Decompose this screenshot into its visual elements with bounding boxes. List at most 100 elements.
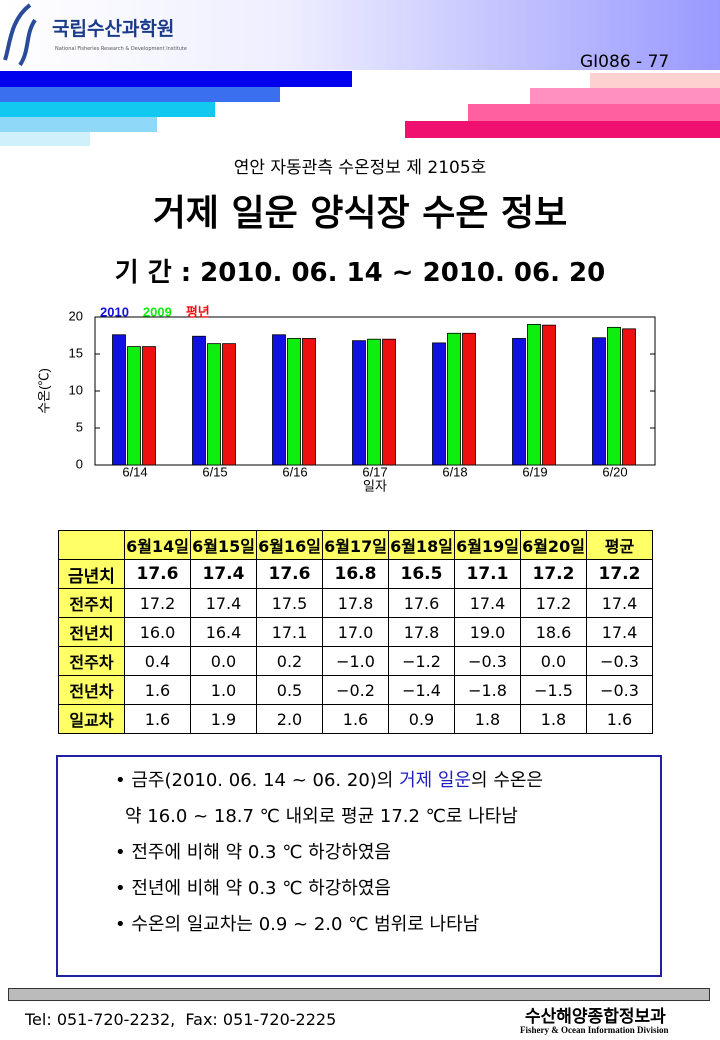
table-cell: 금년치 bbox=[58, 559, 125, 589]
y-axis-label: 수온(℃) bbox=[36, 368, 51, 414]
stripe bbox=[0, 87, 280, 102]
table-cell: 0.5 bbox=[256, 675, 323, 705]
contact: Tel: 051-720-2232, Fax: 051-720-2225 bbox=[25, 1010, 337, 1029]
org-name-en: National Fisheries Research & Developmen… bbox=[55, 46, 187, 52]
stripe bbox=[468, 104, 720, 121]
stripe bbox=[590, 73, 720, 88]
division: 수산해양종합정보과 bbox=[525, 1007, 666, 1027]
table-cell: 17.5 bbox=[256, 588, 323, 618]
stripe bbox=[0, 71, 352, 87]
bar bbox=[222, 343, 236, 466]
stripe bbox=[0, 132, 90, 146]
stripe bbox=[530, 88, 720, 104]
table-cell: 1.8 bbox=[520, 704, 587, 734]
table-cell: 6월15일 bbox=[190, 530, 257, 560]
table-cell: 18.6 bbox=[520, 617, 587, 647]
x-tick-label: 6/14 bbox=[122, 464, 147, 479]
table-cell: 0.0 bbox=[520, 646, 587, 676]
table-cell: 1.9 bbox=[190, 704, 257, 734]
table-cell: 0.2 bbox=[256, 646, 323, 676]
table-row: 전년치 16.0 16.4 17.1 17.0 17.8 19.0 18.6 17.4 bbox=[58, 617, 653, 647]
table-cell: 일교차 bbox=[58, 704, 125, 734]
table-row: 전년차 1.6 1.0 0.5 −0.2 −1.4 −1.8 −1.5 −0.3 bbox=[58, 675, 653, 705]
table-row: 전주차 0.4 0.0 0.2 −1.0 −1.2 −0.3 0.0 −0.3 bbox=[58, 646, 653, 676]
table-cell: 6월19일 bbox=[454, 530, 521, 560]
summary-text: 전주에 비해 약 0.3 ℃ 하강하였음 bbox=[131, 842, 391, 863]
table-cell: −0.3 bbox=[586, 675, 653, 705]
table-cell: 1.6 bbox=[586, 704, 653, 734]
summary-text: 전년에 비해 약 0.3 ℃ 하강하였음 bbox=[131, 878, 391, 899]
bar bbox=[367, 338, 381, 466]
stripe bbox=[405, 121, 720, 138]
table-cell: 0.0 bbox=[190, 646, 257, 676]
stripe bbox=[0, 117, 157, 132]
table-cell: 16.5 bbox=[388, 559, 455, 589]
table-cell: 17.2 bbox=[520, 588, 587, 618]
y-tick-label: 20 bbox=[69, 308, 83, 323]
data-table: 6월14일 6월15일 6월16일 6월17일 6월18일 6월19일 6월20일 평균 금년치… bbox=[58, 530, 653, 734]
bar bbox=[592, 337, 606, 466]
division-en: Fishery & Ocean Information Division bbox=[520, 1025, 669, 1035]
bar bbox=[272, 334, 286, 466]
table-cell: −1.5 bbox=[520, 675, 587, 705]
legend-entry: 평년 bbox=[186, 304, 210, 319]
table-header: 6월14일 6월15일 6월16일 6월17일 6월18일 6월19일 6월20일 평균 bbox=[58, 530, 653, 560]
x-tick-label: 6/15 bbox=[202, 464, 227, 479]
bar bbox=[527, 323, 541, 466]
bar bbox=[127, 346, 141, 466]
table-cell: 17.8 bbox=[322, 588, 389, 618]
table-cell: 17.6 bbox=[124, 559, 191, 589]
bar bbox=[302, 338, 316, 466]
x-axis-label: 일자 bbox=[363, 478, 387, 493]
table-cell: 1.6 bbox=[322, 704, 389, 734]
table-cell: 17.2 bbox=[586, 559, 653, 589]
bar bbox=[112, 334, 126, 466]
table-cell: 17.1 bbox=[256, 617, 323, 647]
table-cell: 6월20일 bbox=[520, 530, 587, 560]
table-cell: 17.1 bbox=[454, 559, 521, 589]
bar bbox=[512, 338, 526, 466]
summary-line: • 전주에 비해 약 0.3 ℃ 하강하였음 bbox=[115, 842, 391, 863]
table-cell: 전주치 bbox=[58, 588, 125, 618]
summary-line: 약 16.0 ~ 18.7 ℃ 내외로 평균 17.2 ℃로 나타남 bbox=[125, 806, 518, 827]
bar bbox=[622, 328, 636, 466]
table-cell: −0.3 bbox=[586, 646, 653, 676]
y-tick-label: 0 bbox=[76, 456, 83, 471]
table-cell: 17.0 bbox=[322, 617, 389, 647]
top-band bbox=[0, 0, 720, 70]
table-cell: 2.0 bbox=[256, 704, 323, 734]
x-tick-label: 6/18 bbox=[442, 464, 467, 479]
table-cell: 평균 bbox=[586, 530, 653, 560]
table-cell: 6월14일 bbox=[124, 530, 191, 560]
table-cell: 17.4 bbox=[190, 588, 257, 618]
stripe bbox=[0, 102, 215, 117]
table-cell: 17.8 bbox=[388, 617, 455, 647]
y-tick-label: 5 bbox=[76, 419, 83, 434]
bar bbox=[432, 342, 446, 466]
table-cell: 17.4 bbox=[586, 588, 653, 618]
bar bbox=[207, 343, 221, 466]
summary-text: 금주(2010. 06. 14 ~ 06. 20)의 bbox=[131, 770, 400, 791]
doc-title: 거제 일운 양식장 수온 정보 bbox=[152, 193, 568, 234]
table-cell: 17.4 bbox=[454, 588, 521, 618]
bar bbox=[192, 335, 206, 466]
table-cell: −1.4 bbox=[388, 675, 455, 705]
table-cell: 전년치 bbox=[58, 617, 125, 647]
x-tick-label: 6/19 bbox=[522, 464, 547, 479]
table-row: 일교차 1.6 1.9 2.0 1.6 0.9 1.8 1.8 1.6 bbox=[58, 704, 653, 734]
table-cell: 6월16일 bbox=[256, 530, 323, 560]
org-name: 국립수산과학원 bbox=[52, 18, 175, 40]
table-cell: 17.4 bbox=[190, 559, 257, 589]
table-cell: 1.0 bbox=[190, 675, 257, 705]
bar bbox=[542, 324, 556, 466]
table-cell: 1.6 bbox=[124, 675, 191, 705]
x-tick-label: 6/20 bbox=[602, 464, 627, 479]
table-cell: −1.2 bbox=[388, 646, 455, 676]
legend-entry: 2010 bbox=[100, 304, 129, 319]
bar bbox=[352, 340, 366, 466]
summary-highlight: 거제 일운 bbox=[399, 770, 472, 791]
table-cell: −1.8 bbox=[454, 675, 521, 705]
summary-line: • 금주(2010. 06. 14 ~ 06. 20)의 거제 일운의 수온은 bbox=[115, 770, 544, 791]
table-cell: 0.4 bbox=[124, 646, 191, 676]
